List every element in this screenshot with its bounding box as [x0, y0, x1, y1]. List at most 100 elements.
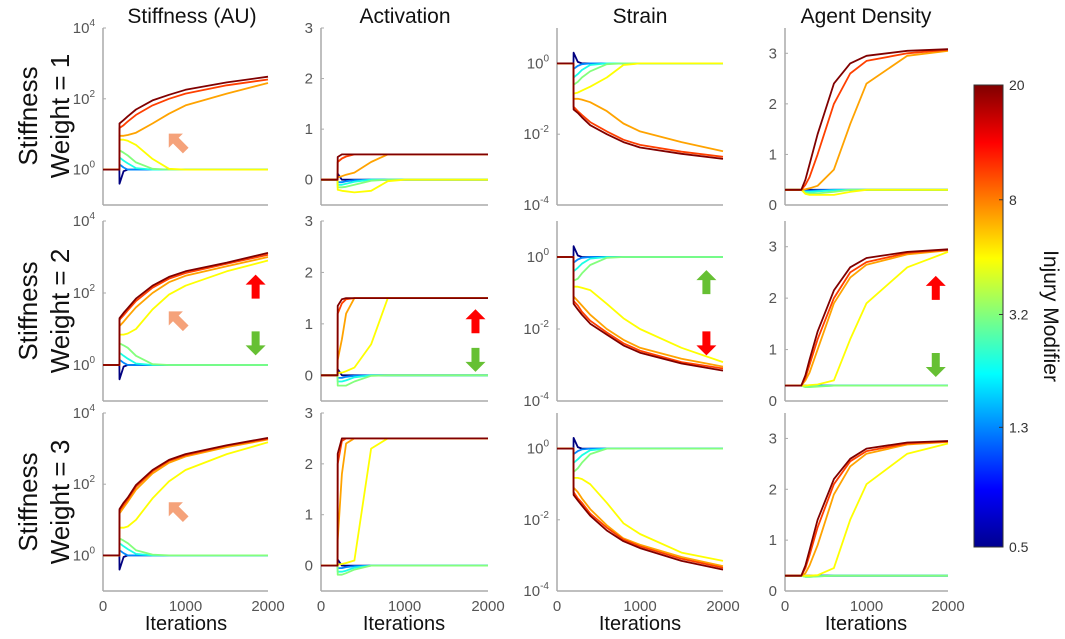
- y-tick-label: 2: [305, 264, 313, 281]
- row-label-1: Stiffness Weight = 1: [13, 54, 75, 179]
- y-tick-label: 10-2: [523, 510, 549, 529]
- y-tick-label: 10-2: [523, 124, 549, 143]
- series-line-modifier-20: [785, 248, 949, 387]
- panel-r1-c1: 100 102 104: [73, 18, 269, 206]
- y-tick-label: 2: [769, 481, 777, 498]
- y-tick-label: 0: [769, 583, 777, 600]
- panel-r1-c4: 0 1 2 3: [769, 28, 949, 214]
- series-line-modifier-0.5: [557, 436, 723, 450]
- series-line-modifier-3.2: [103, 342, 268, 366]
- panel-r2-c4: 0 1 2 3: [769, 221, 949, 410]
- svg-text:Stiffness: Stiffness: [13, 66, 43, 165]
- series-line-modifier-2.2: [557, 256, 723, 273]
- y-tick-label: 104: [73, 403, 96, 422]
- x-tick-label: 2000: [471, 598, 504, 615]
- series-line-modifier-2.2: [103, 351, 268, 366]
- series-line-modifier-10: [321, 153, 488, 181]
- y-tick-label: 100: [527, 53, 550, 72]
- series-line-modifier-2.2: [557, 62, 723, 79]
- x-tick-label: 1000: [850, 598, 883, 615]
- arrow-down-icon: [696, 331, 717, 356]
- y-tick-label: 1: [769, 146, 777, 163]
- series-line-modifier-10: [557, 447, 724, 569]
- y-tick-label: 102: [73, 283, 96, 302]
- series-line-modifier-10: [321, 437, 488, 567]
- series-line-modifier-10: [785, 440, 949, 577]
- x-tick-label: 1000: [623, 598, 656, 615]
- colorbar-tick-label: 1.3: [1009, 419, 1029, 435]
- panel-r3-c4: 0 1 2 3 0 1000 2000: [769, 413, 965, 615]
- y-tick-label: 100: [527, 439, 550, 458]
- y-tick-label: 3: [305, 405, 313, 422]
- series-line-modifier-2.2: [557, 447, 723, 464]
- svg-text:Weight = 1: Weight = 1: [45, 54, 75, 179]
- panel-r1-c2: 0 1 2 3: [305, 20, 488, 206]
- y-tick-label: 104: [73, 211, 96, 230]
- panels: 100102104012310-410-21000123100102104012…: [73, 18, 965, 615]
- series-line-modifier-20: [785, 440, 949, 577]
- x-axis-label-col3: Iterations: [599, 613, 681, 635]
- series-line-modifier-3.2: [321, 564, 488, 576]
- x-tick-label: 2000: [251, 598, 284, 615]
- x-tick-label: 0: [781, 598, 789, 615]
- y-tick-label: 104: [73, 18, 96, 37]
- series-line-modifier-7: [321, 153, 488, 181]
- arrow-down-icon: [925, 353, 946, 377]
- svg-text:Stiffness: Stiffness: [13, 452, 43, 551]
- column-title-stiffness: Stiffness (AU): [127, 5, 256, 28]
- y-tick-label: 3: [305, 20, 313, 37]
- column-title-agent-density: Agent Density: [801, 5, 932, 28]
- svg-text:Stiffness: Stiffness: [13, 261, 43, 360]
- panel-r3-c1: 100 102 104 0 1000 2000: [73, 403, 285, 615]
- panel-r1-c3: 10-4 10-2 100: [523, 28, 724, 214]
- series-line-modifier-3.2: [557, 62, 723, 86]
- series-line-modifier-3.2: [103, 149, 268, 171]
- arrow-down-icon: [245, 331, 266, 356]
- series-line-modifier-20: [785, 48, 949, 191]
- series-line-modifier-20: [321, 153, 488, 181]
- series-line-modifier-5: [321, 178, 488, 194]
- panel-r3-c2: 0 1 2 3 0 1000 2000: [305, 405, 505, 615]
- svg-text:Weight = 3: Weight = 3: [45, 440, 75, 565]
- series-line-modifier-7: [321, 297, 488, 377]
- y-tick-label: 3: [305, 213, 313, 230]
- y-tick-label: 1: [769, 342, 777, 359]
- y-tick-label: 0: [305, 172, 313, 189]
- y-tick-label: 10-4: [523, 391, 549, 410]
- colorbar-label: Injury Modifier: [1039, 250, 1062, 382]
- x-tick-label: 0: [317, 598, 325, 615]
- y-tick-label: 0: [305, 367, 313, 384]
- series-line-modifier-20: [557, 62, 724, 160]
- y-tick-label: 3: [769, 45, 777, 62]
- series-line-modifier-0.5: [557, 245, 723, 258]
- x-tick-label: 1000: [169, 598, 202, 615]
- series-line-modifier-20: [557, 447, 724, 571]
- x-tick-label: 0: [99, 598, 107, 615]
- series-line-modifier-10: [321, 297, 488, 377]
- series-line-modifier-5: [321, 297, 488, 377]
- y-tick-label: 1: [305, 507, 313, 524]
- svg-text:Weight = 2: Weight = 2: [45, 249, 75, 374]
- arrow-up-left-icon: [168, 502, 189, 523]
- series-line-modifier-2.2: [103, 542, 268, 557]
- x-axis-label-col4: Iterations: [825, 613, 907, 635]
- y-tick-label: 1: [305, 121, 313, 138]
- colorbar-tick-label: 3.2: [1009, 307, 1029, 323]
- series-line-modifier-20: [321, 297, 488, 377]
- y-tick-label: 3: [769, 430, 777, 447]
- y-tick-label: 2: [305, 71, 313, 88]
- y-tick-label: 102: [73, 474, 96, 493]
- panel-r2-c3: 10-4 10-2 100: [523, 221, 724, 410]
- column-title-strain: Strain: [613, 5, 668, 28]
- row-label-3: Stiffness Weight = 3: [13, 440, 75, 565]
- series-line-modifier-20: [103, 437, 269, 557]
- y-tick-label: 100: [73, 160, 96, 179]
- series-line-modifier-0.5: [103, 364, 268, 381]
- arrow-down-icon: [465, 347, 486, 372]
- panel-r2-c2: 0 1 2 3: [305, 213, 488, 402]
- arrow-up-icon: [696, 270, 717, 295]
- x-axis-label-col2: Iterations: [363, 613, 445, 635]
- arrow-up-icon: [465, 309, 486, 334]
- y-tick-label: 0: [769, 197, 777, 214]
